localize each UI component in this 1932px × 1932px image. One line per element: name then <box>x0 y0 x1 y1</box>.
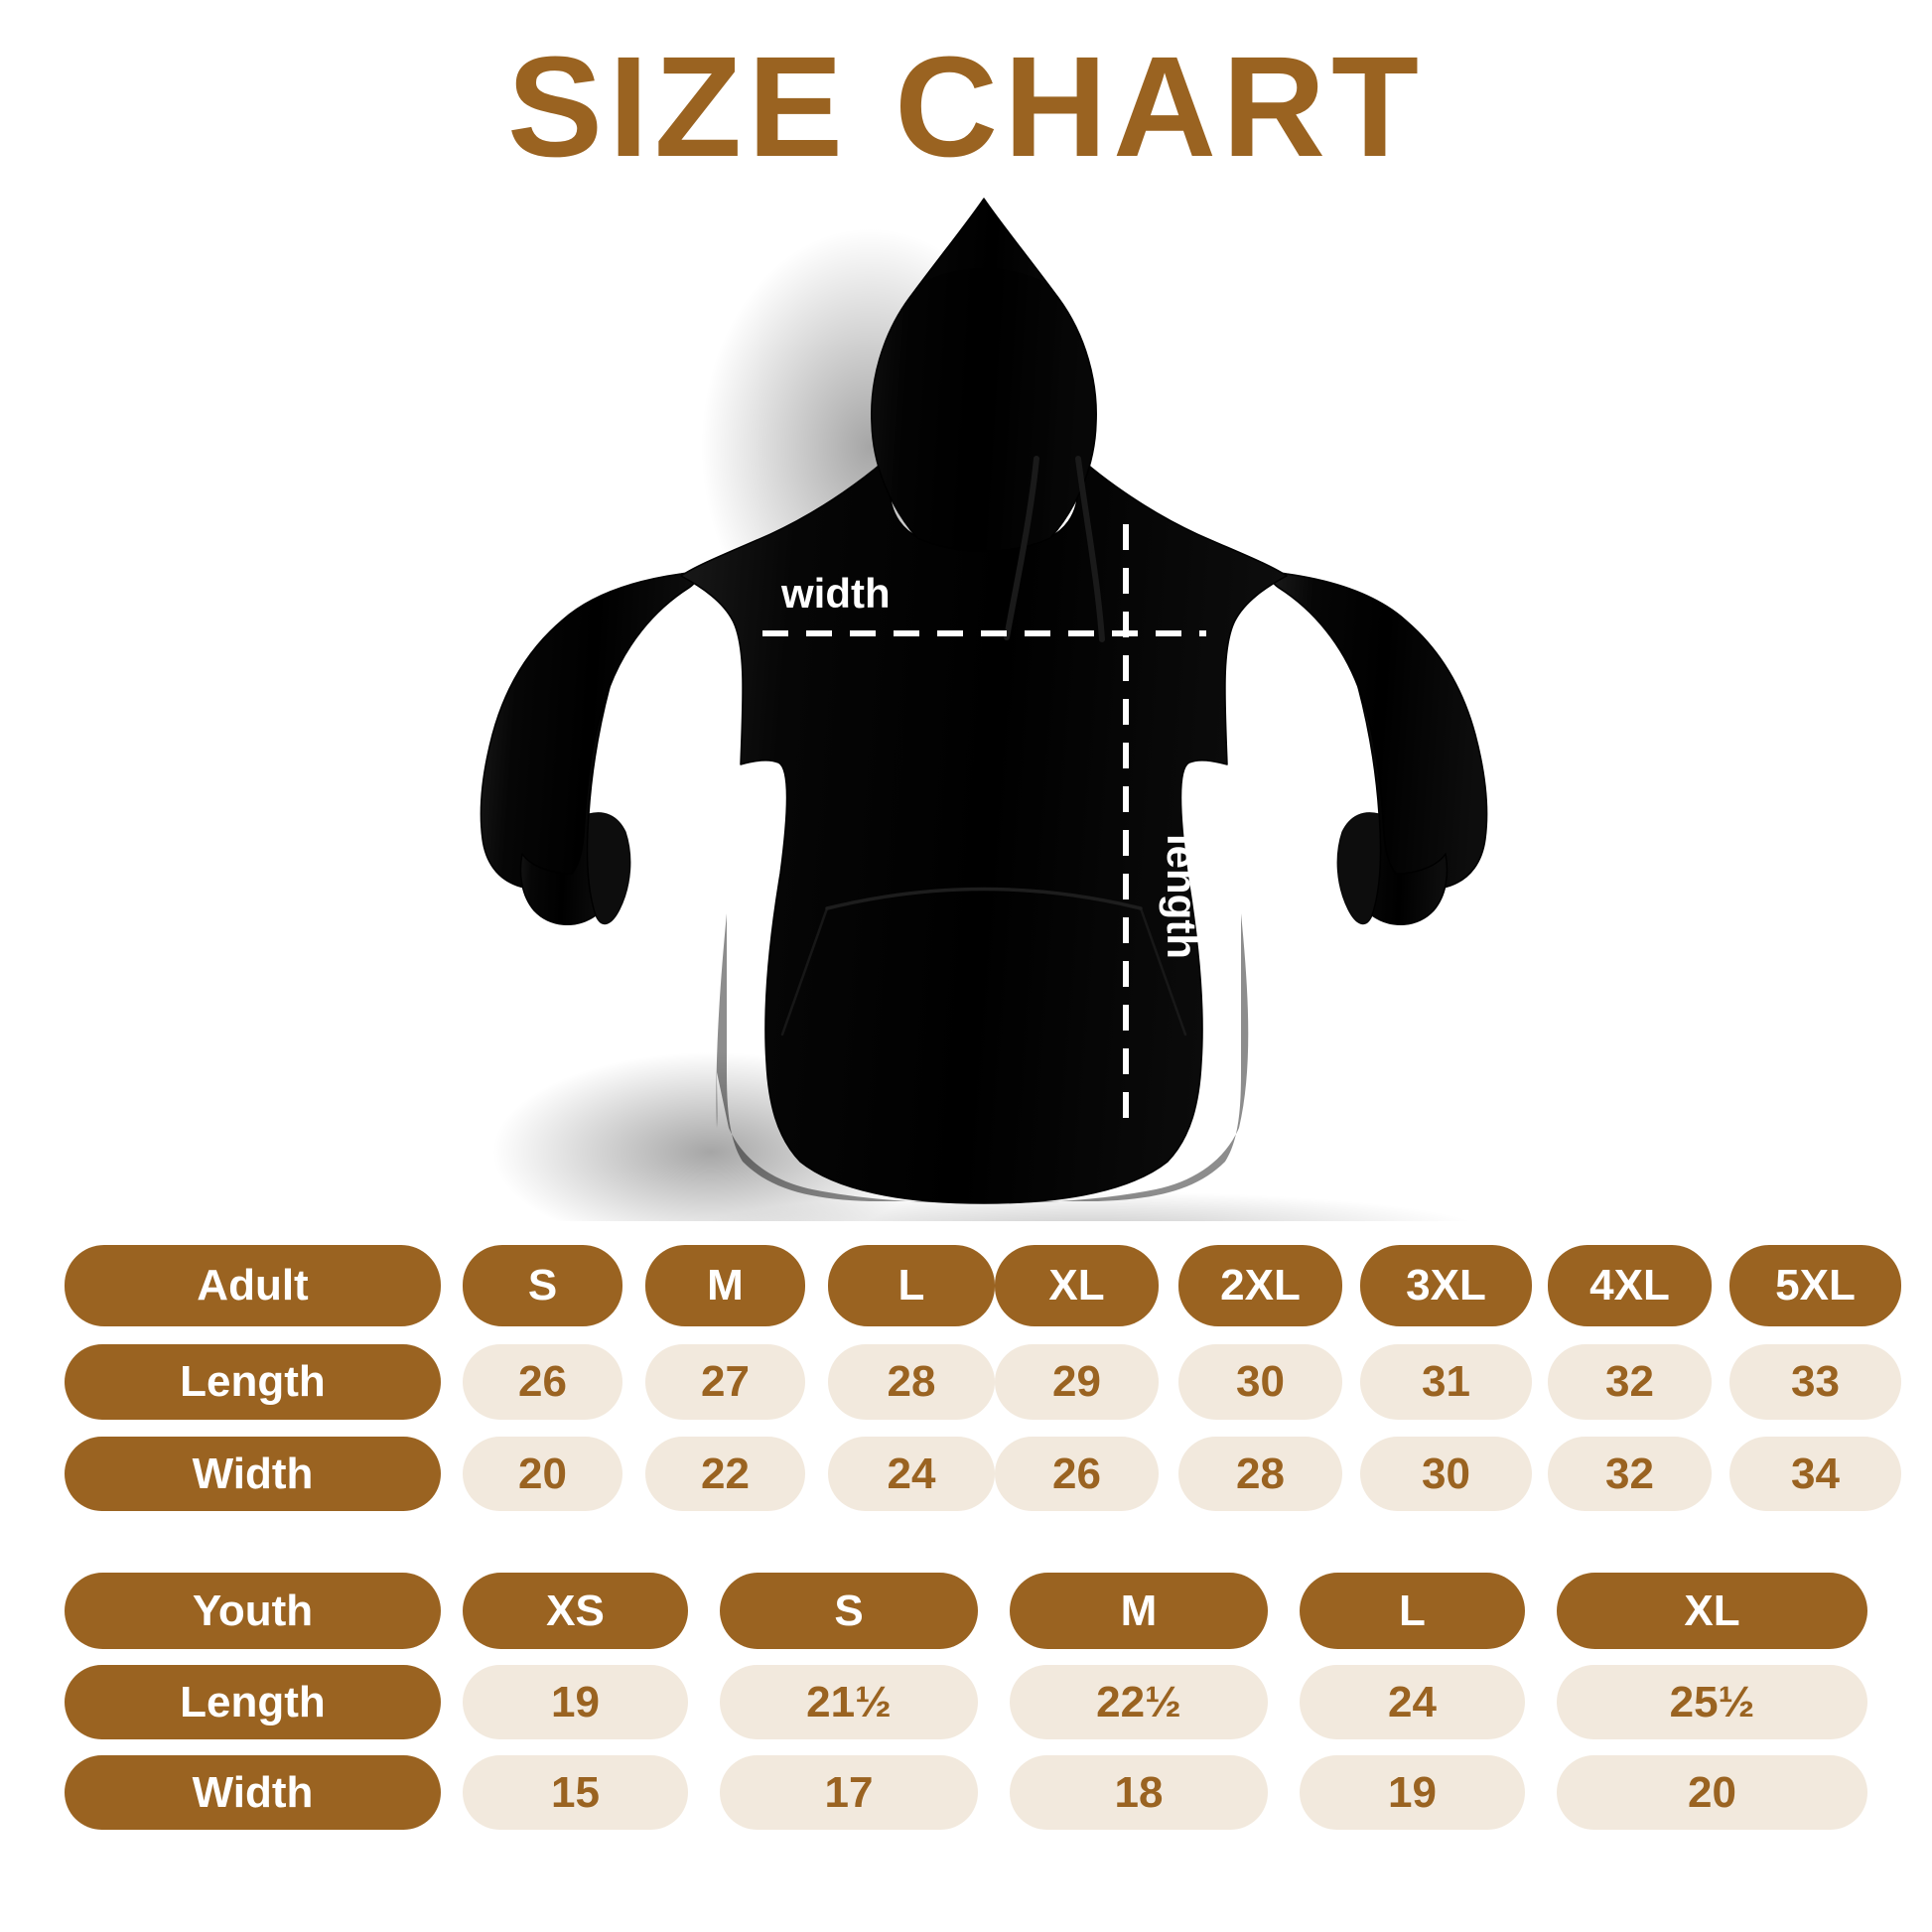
svg-text:length: length <box>1159 834 1205 959</box>
svg-text:width: width <box>780 570 891 617</box>
